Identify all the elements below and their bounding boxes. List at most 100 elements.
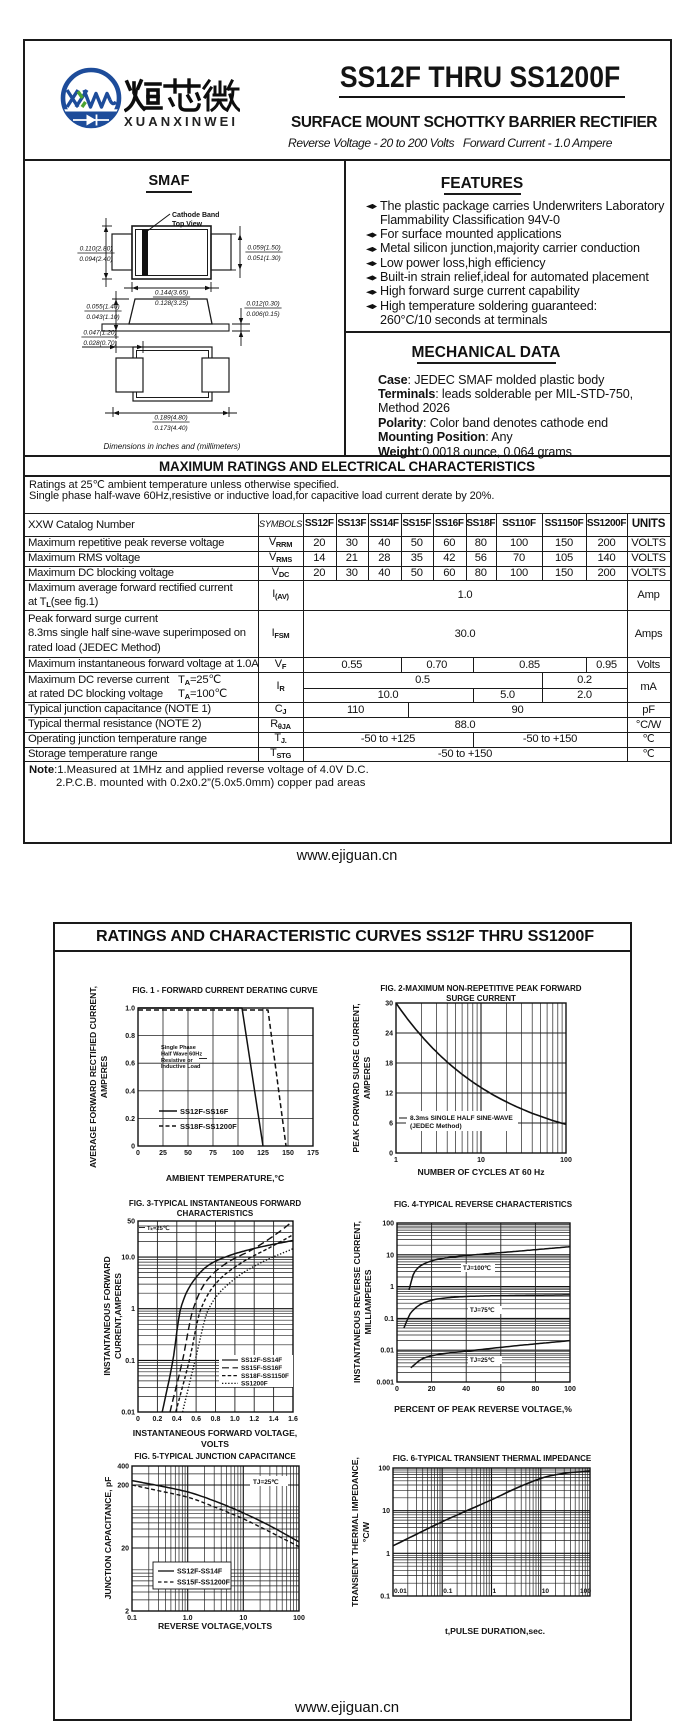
- svg-text:°C/W: °C/W: [361, 1521, 371, 1542]
- svg-text:AMBIENT TEMPERATURE,°C: AMBIENT TEMPERATURE,°C: [166, 1173, 284, 1183]
- svg-text:1: 1: [394, 1157, 398, 1164]
- svg-text:Top View: Top View: [172, 221, 203, 228]
- svg-text:0.4: 0.4: [125, 1088, 135, 1095]
- svg-text:0.1: 0.1: [443, 1588, 452, 1595]
- svg-text:0.043(1.10): 0.043(1.10): [86, 314, 119, 321]
- svg-text:10: 10: [386, 1252, 394, 1259]
- svg-text:SS18F-SS1200F: SS18F-SS1200F: [180, 1122, 237, 1131]
- svg-text:0.2: 0.2: [153, 1416, 163, 1423]
- svg-text:0.8: 0.8: [211, 1416, 221, 1423]
- svg-text:NUMBER OF CYCLES AT 60 Hz: NUMBER OF CYCLES AT 60 Hz: [417, 1167, 544, 1177]
- svg-text:AMPERES: AMPERES: [362, 1056, 372, 1099]
- svg-text:0.173(4.40): 0.173(4.40): [154, 425, 187, 432]
- svg-text:0.094(2.40): 0.094(2.40): [79, 256, 112, 263]
- svg-text:MILLIAMPERES: MILLIAMPERES: [363, 1269, 373, 1334]
- svg-text:12: 12: [385, 1091, 393, 1098]
- svg-text:1: 1: [131, 1306, 135, 1313]
- svg-text:0.6: 0.6: [191, 1416, 201, 1423]
- svg-text:1: 1: [493, 1588, 497, 1595]
- svg-text:Dimensions in inches and (mill: Dimensions in inches and (millimeters): [104, 442, 241, 451]
- svg-text:0.028(0.70): 0.028(0.70): [83, 340, 116, 347]
- svg-text:(JEDEC Method): (JEDEC Method): [410, 1123, 462, 1130]
- svg-text:125: 125: [257, 1150, 269, 1157]
- svg-text:0.012(0.30): 0.012(0.30): [246, 301, 279, 308]
- svg-text:0.1: 0.1: [125, 1358, 135, 1365]
- svg-text:8.3ms SINGLE HALF SINE-WAVE: 8.3ms SINGLE HALF SINE-WAVE: [410, 1115, 513, 1122]
- svg-text:0.189(4.80): 0.189(4.80): [154, 415, 187, 422]
- svg-text:0: 0: [389, 1151, 393, 1158]
- svg-text:0.144(3.65): 0.144(3.65): [155, 290, 188, 297]
- svg-text:0.8: 0.8: [125, 1033, 135, 1040]
- svg-text:10.0: 10.0: [121, 1255, 135, 1262]
- svg-text:0.055(1.40): 0.055(1.40): [86, 304, 119, 311]
- svg-text:0.051(1.30): 0.051(1.30): [247, 255, 280, 262]
- svg-text:Inductive Load: Inductive Load: [161, 1064, 201, 1070]
- svg-text:1.2: 1.2: [249, 1416, 259, 1423]
- svg-text:100: 100: [560, 1157, 572, 1164]
- svg-text:SS18F-SS1150F: SS18F-SS1150F: [241, 1373, 289, 1380]
- svg-text:80: 80: [532, 1386, 540, 1393]
- svg-text:0.1: 0.1: [380, 1594, 390, 1601]
- svg-text:FIG. 3-TYPICAL INSTANTANEOUS F: FIG. 3-TYPICAL INSTANTANEOUS FORWARD: [129, 1199, 302, 1208]
- svg-text:Cathode Band: Cathode Band: [172, 212, 219, 219]
- svg-text:50: 50: [127, 1219, 135, 1226]
- svg-text:1.0: 1.0: [125, 1006, 135, 1013]
- svg-text:6: 6: [389, 1121, 393, 1128]
- svg-text:Tₖ=25℃: Tₖ=25℃: [147, 1225, 170, 1232]
- svg-text:Half Wave 60Hz: Half Wave 60Hz: [161, 1051, 202, 1057]
- svg-text:SS15F-SS16F: SS15F-SS16F: [241, 1365, 282, 1372]
- svg-text:20: 20: [428, 1386, 436, 1393]
- svg-text:INSTANTANEOUS FORWARD: INSTANTANEOUS FORWARD: [102, 1256, 112, 1375]
- svg-text:18: 18: [385, 1061, 393, 1068]
- svg-text:t,PULSE DURATION,sec.: t,PULSE DURATION,sec.: [445, 1626, 545, 1636]
- svg-text:0.006(0.15): 0.006(0.15): [246, 311, 279, 318]
- svg-text:TRANSIENT THERMAL IMPEDANCE,: TRANSIENT THERMAL IMPEDANCE,: [350, 1457, 360, 1607]
- svg-text:100: 100: [232, 1150, 244, 1157]
- svg-text:0.059(1.50): 0.059(1.50): [247, 245, 280, 252]
- svg-text:60: 60: [497, 1386, 505, 1393]
- svg-text:0.047(1.20): 0.047(1.20): [83, 330, 116, 337]
- svg-text:0: 0: [136, 1416, 140, 1423]
- svg-text:FIG. 5-TYPICAL JUNCTION CAPACI: FIG. 5-TYPICAL JUNCTION CAPACITANCE: [134, 1452, 296, 1461]
- svg-text:CURRENT,AMPERES: CURRENT,AMPERES: [113, 1273, 123, 1359]
- svg-text:INSTANTANEOUS FORWARD VOLTAGE,: INSTANTANEOUS FORWARD VOLTAGE,: [133, 1428, 297, 1438]
- svg-text:SS1200F: SS1200F: [241, 1381, 268, 1388]
- svg-text:0: 0: [395, 1386, 399, 1393]
- svg-text:FIG. 4-TYPICAL REVERSE CHARACT: FIG. 4-TYPICAL REVERSE CHARACTERISTICS: [394, 1200, 573, 1209]
- svg-text:FIG. 2-MAXIMUM NON-REPETITIVE: FIG. 2-MAXIMUM NON-REPETITIVE PEAK FORWA…: [380, 984, 581, 993]
- svg-text:0: 0: [136, 1150, 140, 1157]
- svg-text:1.4: 1.4: [269, 1416, 279, 1423]
- svg-text:Single Phase: Single Phase: [161, 1045, 196, 1051]
- svg-text:Resistive or: Resistive or: [161, 1058, 194, 1064]
- svg-text:25: 25: [159, 1150, 167, 1157]
- svg-text:100: 100: [580, 1588, 591, 1595]
- svg-text:50: 50: [184, 1150, 192, 1157]
- svg-text:75: 75: [209, 1150, 217, 1157]
- svg-text:INSTANTANEOUS REVERSE CURRENT,: INSTANTANEOUS REVERSE CURRENT,: [352, 1221, 362, 1383]
- svg-text:0.001: 0.001: [376, 1380, 394, 1387]
- svg-text:TJ=75℃: TJ=75℃: [470, 1307, 495, 1314]
- svg-text:PEAK FORWARD SURGE CURRENT,: PEAK FORWARD SURGE CURRENT,: [351, 1003, 361, 1152]
- svg-text:0.4: 0.4: [172, 1416, 182, 1423]
- svg-text:0.6: 0.6: [125, 1061, 135, 1068]
- svg-text:TJ=25℃: TJ=25℃: [470, 1357, 495, 1364]
- svg-text:24: 24: [385, 1031, 393, 1038]
- svg-text:AVERAGE FORWARD RECTIFIED CURR: AVERAGE FORWARD RECTIFIED CURRENT,: [88, 986, 98, 1168]
- svg-text:400: 400: [117, 1464, 129, 1471]
- svg-text:SS15F-SS1200F: SS15F-SS1200F: [177, 1580, 231, 1587]
- svg-text:2: 2: [125, 1609, 129, 1616]
- svg-text:REVERSE VOLTAGE,VOLTS: REVERSE VOLTAGE,VOLTS: [158, 1621, 272, 1631]
- svg-text:30: 30: [385, 1001, 393, 1008]
- svg-text:20: 20: [121, 1545, 129, 1552]
- svg-text:40: 40: [462, 1386, 470, 1393]
- svg-text:0.1: 0.1: [127, 1615, 137, 1622]
- svg-text:150: 150: [282, 1150, 294, 1157]
- svg-text:1: 1: [386, 1551, 390, 1558]
- svg-text:FIG. 1 - FORWARD CURRENT DERAT: FIG. 1 - FORWARD CURRENT DERATING CURVE: [132, 986, 318, 995]
- svg-text:100: 100: [382, 1221, 394, 1228]
- svg-text:10: 10: [239, 1615, 247, 1622]
- svg-text:10: 10: [542, 1588, 550, 1595]
- svg-text:AMPERES: AMPERES: [99, 1055, 109, 1098]
- svg-text:100: 100: [564, 1386, 576, 1393]
- svg-text:1.6: 1.6: [288, 1416, 298, 1423]
